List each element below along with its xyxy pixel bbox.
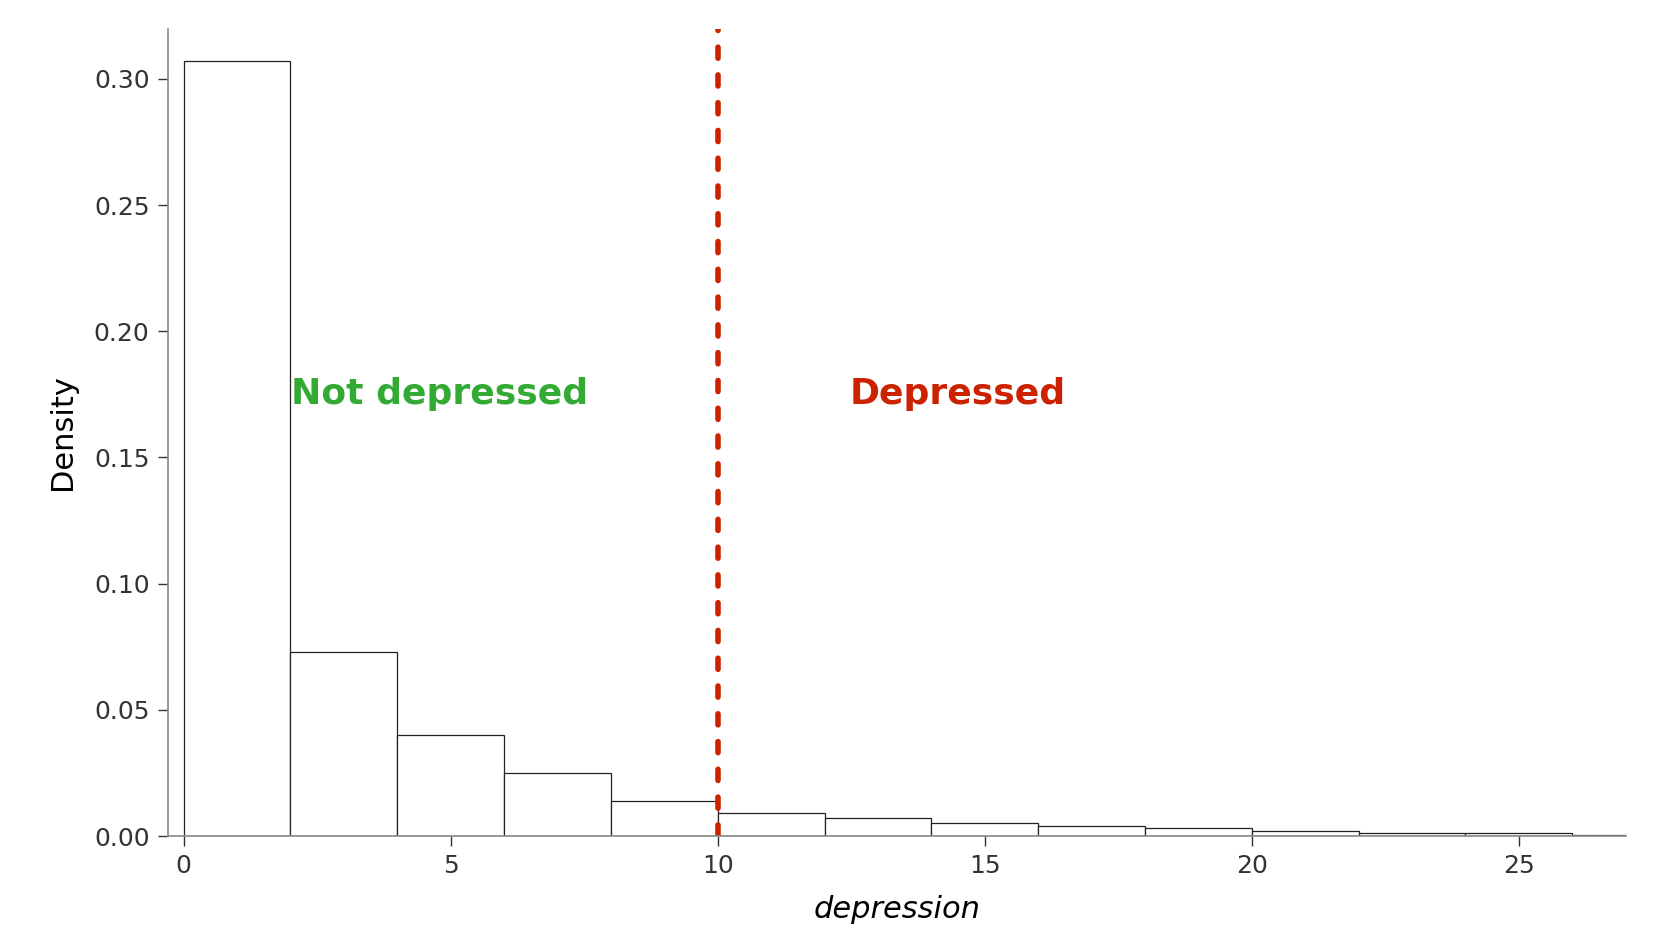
Bar	[504, 773, 612, 836]
Bar	[1145, 828, 1252, 836]
Bar	[184, 62, 290, 836]
Bar	[397, 735, 504, 836]
Bar	[717, 813, 825, 836]
Bar	[1037, 826, 1145, 836]
Text: Depressed: Depressed	[850, 377, 1066, 411]
Bar	[825, 818, 932, 836]
Text: Not depressed: Not depressed	[292, 377, 588, 411]
X-axis label: depression: depression	[813, 895, 980, 923]
Y-axis label: Density: Density	[49, 374, 77, 490]
Bar	[1465, 833, 1572, 836]
Bar	[1572, 835, 1626, 836]
Bar	[1252, 831, 1359, 836]
Bar	[1359, 833, 1465, 836]
Bar	[932, 824, 1037, 836]
Bar	[612, 801, 717, 836]
Bar	[290, 652, 397, 836]
